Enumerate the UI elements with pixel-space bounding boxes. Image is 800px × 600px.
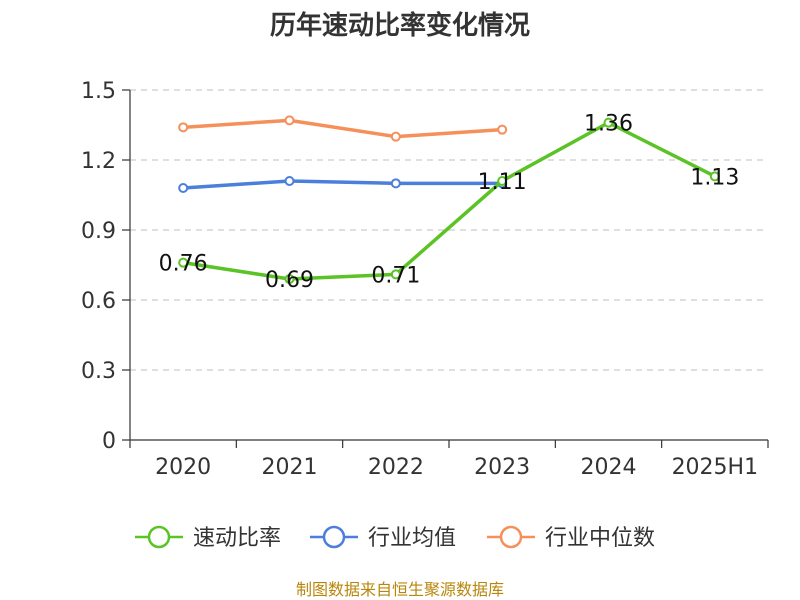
y-tick-label: 0.3	[81, 359, 116, 384]
data-label: 0.76	[159, 252, 208, 277]
data-point	[390, 269, 401, 280]
grid-lines	[130, 89, 768, 371]
legend-marker	[499, 525, 523, 549]
data-label: 1.36	[584, 112, 633, 137]
data-point	[284, 176, 295, 186]
data-point	[390, 131, 401, 142]
x-tick-label: 2023	[474, 455, 530, 480]
data-label: 1.13	[690, 165, 739, 190]
series-group	[178, 115, 720, 284]
series-line	[181, 179, 504, 190]
data-point	[178, 257, 189, 268]
data-label: 1.11	[478, 170, 527, 195]
data-label: 0.69	[265, 268, 314, 293]
data-point	[178, 183, 189, 193]
legend-item: 速动比率	[135, 525, 281, 551]
legend-label: 速动比率	[193, 526, 281, 551]
x-tick-label: 2024	[581, 455, 637, 480]
x-tick-label: 2021	[262, 455, 318, 480]
legend-item: 行业均值	[310, 525, 456, 551]
x-tick-label: 2022	[368, 455, 424, 480]
data-point	[284, 274, 295, 284]
legend-label: 行业中位数	[545, 526, 655, 551]
y-tick-label: 0.6	[81, 289, 116, 314]
x-tick-label: 2020	[155, 455, 211, 480]
y-tick-label: 1.2	[81, 149, 116, 174]
series-line	[181, 120, 717, 281]
data-point	[497, 176, 508, 186]
data-label: 0.71	[371, 263, 420, 288]
y-tick-label: 0.9	[81, 219, 116, 244]
data-labels: 0.76 0.69 0.71 1.11 1.36 1.13	[159, 112, 740, 293]
axes: 0 0.3 0.6 0.9 1.2 1.5 2020 2021 2022 2023 2024 2025…	[81, 79, 769, 480]
data-point	[284, 115, 295, 126]
y-tick-label: 0	[102, 429, 116, 454]
y-tick-label: 1.5	[81, 79, 116, 104]
legend-label: 行业均值	[368, 526, 456, 551]
data-point	[390, 178, 401, 189]
data-point	[497, 124, 508, 135]
legend-marker	[322, 525, 346, 549]
data-point	[178, 122, 189, 133]
chart-title: 历年速动比率变化情况	[270, 10, 530, 41]
data-point	[603, 117, 614, 128]
data-point	[709, 171, 720, 182]
x-tick-label: 2025H1	[672, 455, 759, 480]
legend-marker	[147, 525, 171, 549]
legend-item: 行业中位数	[487, 525, 655, 551]
series-line	[181, 118, 504, 139]
source-note: 制图数据来自恒生聚源数据库	[296, 580, 504, 599]
legend: 速动比率 行业均值 行业中位数	[135, 525, 655, 551]
